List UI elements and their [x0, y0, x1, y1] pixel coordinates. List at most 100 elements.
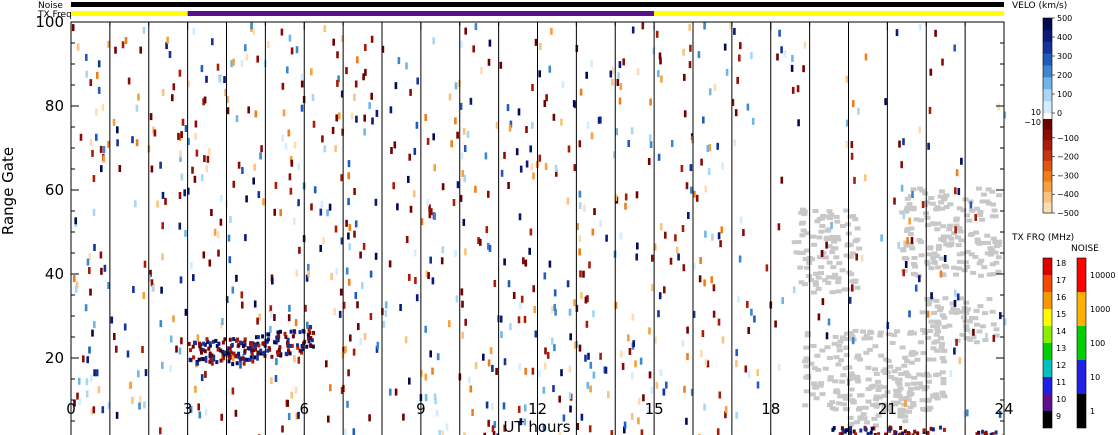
echo-cell: [293, 217, 296, 225]
ground-scatter-cell: [826, 209, 833, 214]
y-tick-label: 0: [54, 433, 64, 435]
echo-band-cell: [903, 429, 907, 434]
echo-cell: [972, 328, 975, 336]
ground-scatter-cell: [963, 324, 970, 329]
echo-cell: [161, 88, 165, 96]
ground-scatter-cell: [843, 353, 850, 358]
echo-band-cell: [286, 337, 290, 342]
echo-cell: [739, 216, 743, 224]
echo-cell: [717, 232, 721, 240]
echo-cell: [223, 76, 226, 84]
echo-band-cell: [223, 350, 227, 355]
echo-band-cell: [278, 345, 282, 350]
ground-scatter-cell: [912, 272, 919, 277]
ground-scatter-cell: [819, 348, 826, 353]
ground-scatter-cell: [798, 210, 805, 215]
echo-cell: [669, 257, 673, 265]
ground-scatter-cell: [855, 379, 862, 384]
ground-scatter-cell: [812, 366, 818, 371]
echo-cell: [281, 134, 284, 142]
ground-scatter-cell: [979, 324, 986, 329]
echo-cell: [681, 225, 685, 232]
ground-scatter-cell: [852, 278, 859, 283]
ground-scatter-cell: [934, 205, 941, 210]
echo-cell: [89, 138, 93, 146]
echo-cell: [151, 284, 155, 292]
ground-scatter-cell: [818, 271, 824, 275]
echo-cell: [73, 399, 76, 407]
echo-cell: [648, 134, 652, 142]
echo-cell: [85, 70, 88, 78]
echo-cell: [148, 274, 151, 282]
ground-scatter-cell: [927, 246, 934, 251]
echo-band-cell: [253, 355, 257, 360]
ground-scatter-cell: [973, 230, 980, 235]
echo-cell: [895, 29, 899, 37]
echo-band-cell: [307, 339, 311, 344]
echo-cell: [165, 42, 168, 50]
echo-cell: [392, 182, 395, 190]
ground-scatter-cell: [924, 262, 931, 266]
echo-cell: [137, 93, 140, 101]
ground-scatter-cell: [953, 223, 960, 228]
echo-cell: [539, 43, 542, 50]
echo-cell: [568, 365, 572, 373]
ground-scatter-cell: [938, 200, 945, 205]
echo-cell: [460, 152, 464, 160]
echo-cell: [781, 297, 784, 305]
y-tick-label: 100: [35, 13, 64, 31]
ground-scatter-cell: [926, 300, 933, 305]
echo-band-cell: [296, 345, 300, 350]
ground-scatter-cell: [910, 187, 917, 192]
echo-cell: [573, 341, 577, 349]
ground-scatter-cell: [903, 256, 910, 261]
echo-cell: [717, 318, 721, 326]
echo-cell: [430, 208, 433, 216]
echo-band-cell: [289, 329, 293, 334]
echo-cell: [404, 336, 408, 344]
ground-scatter-cell: [964, 307, 971, 312]
ground-scatter-cell: [805, 375, 812, 380]
ground-scatter-cell: [867, 329, 874, 334]
txfreq-color-step: [1043, 309, 1052, 326]
echo-cell: [553, 289, 557, 297]
echo-band-cell: [296, 343, 299, 348]
echo-cell: [681, 339, 685, 347]
echo-cell: [450, 140, 453, 148]
ground-scatter-cell: [951, 231, 958, 236]
ground-scatter-cell: [831, 239, 838, 244]
echo-band-cell: [226, 351, 230, 356]
ground-scatter-cell: [964, 213, 970, 218]
echo-cell: [518, 363, 522, 371]
echo-cell: [100, 267, 103, 275]
echo-cell: [335, 114, 338, 122]
ground-scatter-cell: [857, 357, 863, 362]
ground-scatter-cell: [938, 256, 945, 261]
ground-scatter-cell: [902, 414, 909, 419]
echo-cell: [588, 425, 592, 433]
ground-scatter-cell: [852, 217, 859, 222]
ground-scatter-cell: [854, 420, 860, 425]
echo-cell: [226, 107, 230, 115]
echo-band-cell: [215, 360, 219, 365]
echo-cell: [405, 62, 408, 70]
echo-cell: [483, 432, 486, 435]
ground-scatter-cell: [827, 403, 833, 407]
ground-scatter-cell: [824, 228, 831, 233]
echo-cell: [650, 386, 654, 394]
ground-scatter-cell: [904, 196, 911, 201]
echo-cell: [322, 237, 325, 245]
echo-cell: [852, 100, 855, 108]
echo-cell: [71, 24, 75, 32]
echo-band-cell: [279, 329, 282, 334]
echo-cell: [90, 408, 93, 416]
ground-scatter-cell: [940, 348, 947, 353]
txfreq-tick-label: 15: [1056, 310, 1066, 319]
echo-cell: [297, 356, 301, 364]
ground-scatter-cell: [921, 387, 928, 392]
echo-cell: [969, 329, 973, 337]
echo-cell: [347, 232, 350, 240]
ground-scatter-cell: [813, 282, 819, 287]
ground-scatter-cell: [897, 410, 904, 415]
echo-band-cell: [277, 347, 281, 352]
